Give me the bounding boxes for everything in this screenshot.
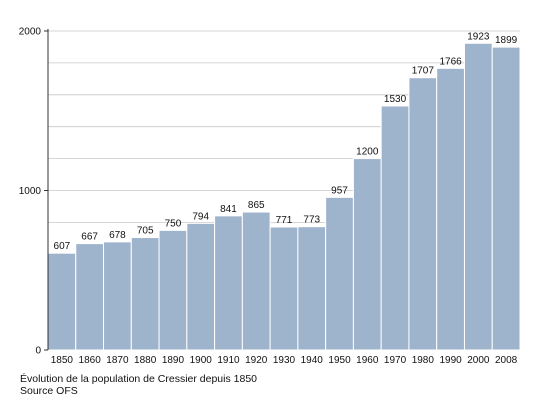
bar-1920 <box>241 211 271 351</box>
data-label-1980: 1707 <box>412 66 435 77</box>
bar-1980 <box>408 77 438 351</box>
data-label-1900: 794 <box>192 211 209 222</box>
data-label-1880: 705 <box>137 226 154 237</box>
x-tick-label: 1990 <box>439 355 462 366</box>
data-label-1890: 750 <box>165 218 182 229</box>
x-tick-label: 1900 <box>190 355 213 366</box>
x-tick-label: 1930 <box>273 355 296 366</box>
x-tick-label: 1920 <box>245 355 268 366</box>
bar-1890 <box>158 229 188 351</box>
bar-1870 <box>103 241 132 351</box>
data-label-1910: 841 <box>220 204 237 215</box>
x-tick-label: 1880 <box>134 355 157 366</box>
bar-1960 <box>352 158 382 351</box>
y-tick-label: 1000 <box>19 186 42 197</box>
data-label-1930: 771 <box>276 215 293 226</box>
y-tick-label: 2000 <box>19 27 42 38</box>
chart-source: Source OFS <box>20 385 78 397</box>
data-label-1920: 865 <box>248 200 265 211</box>
bar-1860 <box>75 243 105 351</box>
data-label-1990: 1766 <box>439 56 462 67</box>
bar-1990 <box>436 67 465 351</box>
x-tick-label: 2000 <box>467 355 490 366</box>
x-tick-label: 1890 <box>162 355 185 366</box>
data-label-1850: 607 <box>54 241 71 252</box>
bar-2008 <box>491 46 521 351</box>
y-tick-label: 0 <box>35 346 41 357</box>
bar-1940 <box>297 226 327 351</box>
data-labels: 607 667 678 705 750 794 841 865 771 773 957 1200 153… <box>54 31 518 252</box>
data-label-1960: 1200 <box>356 147 379 158</box>
x-tick-label: 1940 <box>301 355 324 366</box>
bar-1850 <box>47 252 77 351</box>
x-tick-label: 1870 <box>106 355 129 366</box>
bar-1910 <box>214 215 243 351</box>
x-tick-label: 2008 <box>495 355 518 366</box>
x-tick-label: 1960 <box>356 355 379 366</box>
chart-caption: Évolution de la population de Cressier d… <box>20 373 257 385</box>
x-tick-label: 1970 <box>384 355 407 366</box>
data-label-1940: 773 <box>303 215 320 226</box>
bars <box>47 42 521 351</box>
bar-2000 <box>463 42 493 351</box>
x-tick-label: 1910 <box>217 355 240 366</box>
data-label-1970: 1530 <box>384 94 407 105</box>
x-tick-label: 1950 <box>328 355 351 366</box>
x-tick-label: 1850 <box>51 355 74 366</box>
bar-1950 <box>325 196 354 351</box>
data-label-1870: 678 <box>109 230 126 241</box>
x-tick-label: 1860 <box>79 355 102 366</box>
bar-1900 <box>186 222 216 351</box>
bar-1930 <box>269 226 299 351</box>
data-label-2000: 1923 <box>467 31 490 42</box>
bar-1880 <box>130 237 160 351</box>
x-tick-label: 1980 <box>412 355 435 366</box>
data-label-2008: 1899 <box>495 35 518 46</box>
bar-1970 <box>380 105 410 351</box>
data-label-1950: 957 <box>331 185 348 196</box>
axes: 1850 1860 1870 1880 1890 1900 1910 1920 1930 1940… <box>19 27 518 367</box>
data-label-1860: 667 <box>81 232 98 243</box>
